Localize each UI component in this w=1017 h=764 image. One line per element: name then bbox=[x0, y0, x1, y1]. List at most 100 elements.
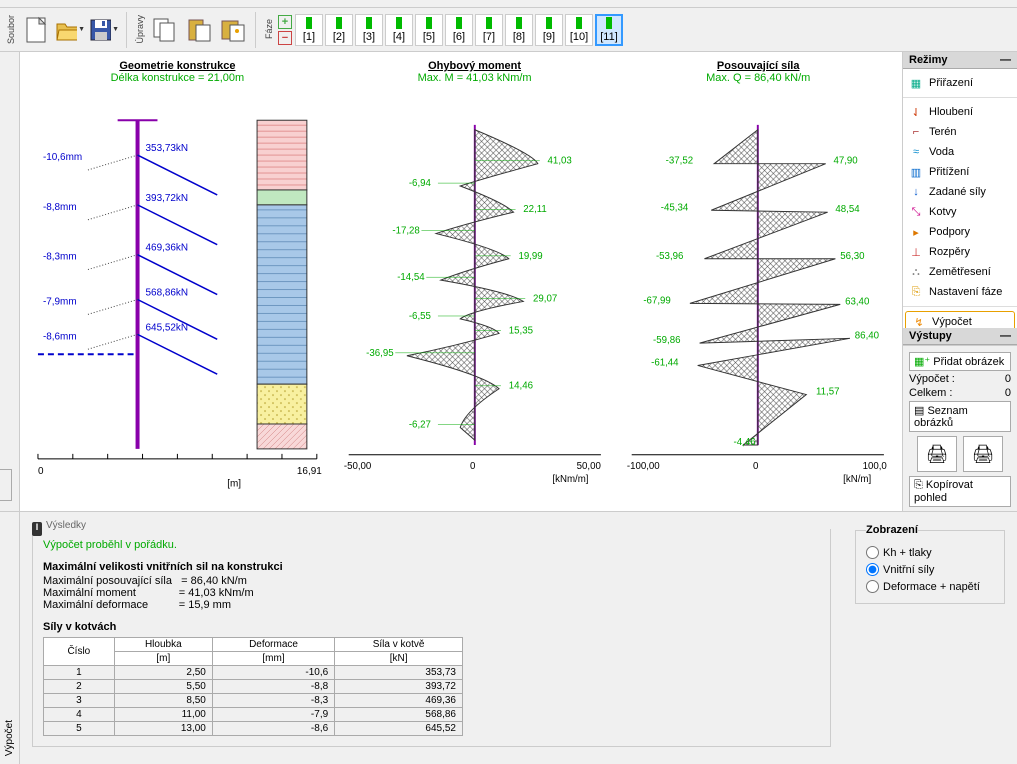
svg-text:50,00: 50,00 bbox=[576, 461, 601, 472]
mode-label: Přitížení bbox=[929, 166, 969, 178]
new-file-icon[interactable] bbox=[20, 14, 52, 46]
mode-label: Přiřazení bbox=[929, 77, 973, 89]
outputs-panel: ▦⁺ Přidat obrázek Výpočet :0 Celkem :0 ▤… bbox=[903, 345, 1017, 511]
save-file-icon[interactable]: ▼ bbox=[88, 14, 120, 46]
results-panel: IVýsledky Výpočet proběhl v pořádku. Max… bbox=[20, 512, 1017, 764]
moment-value: 41,03 bbox=[547, 156, 571, 167]
display-panel: Zobrazení Kh + tlaky Vnitřní síly Deform… bbox=[855, 520, 1005, 756]
phase-tab[interactable]: [10] bbox=[565, 14, 593, 46]
mode-icon: ▸ bbox=[909, 225, 923, 239]
svg-text:393,72kN: 393,72kN bbox=[146, 193, 189, 204]
geom-title: Geometrie konstrukce bbox=[119, 60, 235, 72]
svg-text:-7,9mm: -7,9mm bbox=[43, 296, 77, 307]
phase-tab[interactable]: [5] bbox=[415, 14, 443, 46]
mode-item[interactable]: ↓ Zadané síly bbox=[903, 182, 1017, 202]
mode-item[interactable]: ⛬Zemětřesení bbox=[903, 262, 1017, 282]
shear-value: -4,46 bbox=[734, 437, 756, 448]
menubar bbox=[0, 0, 1017, 8]
phase-tab[interactable]: [11] bbox=[595, 14, 623, 46]
svg-text:[m]: [m] bbox=[227, 479, 241, 490]
minimize-icon[interactable]: — bbox=[1000, 330, 1011, 342]
shear-value: -45,34 bbox=[661, 202, 689, 213]
phase-tab[interactable]: [4] bbox=[385, 14, 413, 46]
toolbar-group-faze: Fáze bbox=[262, 19, 276, 39]
phase-tab[interactable]: [7] bbox=[475, 14, 503, 46]
svg-text:[kNm/m]: [kNm/m] bbox=[552, 474, 588, 485]
output-celkem-label: Celkem : bbox=[909, 387, 952, 399]
svg-text:0: 0 bbox=[38, 466, 44, 477]
phase-tab[interactable]: [3] bbox=[355, 14, 383, 46]
table-row: 411,00-7,9568,86 bbox=[44, 708, 463, 722]
print-button-1[interactable]: 🖨 bbox=[917, 436, 957, 472]
moment-title: Ohybový moment bbox=[428, 60, 521, 72]
paste-icon[interactable] bbox=[183, 14, 215, 46]
info-icon: I bbox=[32, 522, 42, 536]
mode-label: Zadané síly bbox=[929, 186, 986, 198]
mode-icon: ⇃ bbox=[909, 105, 923, 119]
geom-sub: Délka konstrukce = 21,00m bbox=[111, 72, 245, 84]
outputs-header: Výstupy— bbox=[903, 328, 1017, 345]
mode-icon: ⌐ bbox=[909, 125, 923, 139]
add-image-button[interactable]: ▦⁺ Přidat obrázek bbox=[909, 352, 1011, 371]
toolbar-group-upravy: Úpravy bbox=[133, 15, 147, 44]
phase-tab[interactable]: [1] bbox=[295, 14, 323, 46]
mode-label: Rozpěry bbox=[929, 246, 970, 258]
copy-icon[interactable] bbox=[149, 14, 181, 46]
mode-item[interactable]: ▥ Přitížení bbox=[903, 162, 1017, 182]
mode-icon: ▥ bbox=[909, 165, 923, 179]
print-button-2[interactable]: 🖨 bbox=[963, 436, 1003, 472]
shear-value: 86,40 bbox=[855, 330, 880, 341]
phase-tab[interactable]: [9] bbox=[535, 14, 563, 46]
toolbar-group-soubor: Soubor bbox=[4, 15, 18, 44]
shear-value: 63,40 bbox=[845, 296, 870, 307]
svg-text:[kN/m]: [kN/m] bbox=[844, 474, 872, 485]
phase-tab[interactable]: [8] bbox=[505, 14, 533, 46]
mode-item[interactable]: ⌐Terén bbox=[903, 122, 1017, 142]
remove-phase-button[interactable]: − bbox=[278, 31, 292, 45]
shear-value: -53,96 bbox=[656, 251, 683, 262]
bottom-tab[interactable]: Výpočet bbox=[0, 512, 20, 764]
copy-image-icon[interactable] bbox=[217, 14, 249, 46]
left-rail bbox=[0, 52, 20, 511]
add-phase-button[interactable]: + bbox=[278, 15, 292, 29]
geom-svg: -10,6mm353,73kN-8,8mm393,72kN-8,3mm469,3… bbox=[28, 88, 327, 511]
mode-item[interactable]: ⇃Hloubení bbox=[903, 102, 1017, 122]
phase-tab[interactable]: [6] bbox=[445, 14, 473, 46]
radio-kh[interactable]: Kh + tlaky bbox=[866, 546, 994, 559]
moment-value: 19,99 bbox=[518, 251, 542, 262]
mode-item[interactable]: ▦Přiřazení bbox=[903, 73, 1017, 93]
output-celkem-value: 0 bbox=[1005, 387, 1011, 399]
phase-tab[interactable]: [2] bbox=[325, 14, 353, 46]
svg-text:-8,8mm: -8,8mm bbox=[43, 202, 77, 213]
table-row: 12,50-10,6353,73 bbox=[44, 666, 463, 680]
panel-moment: Ohybový moment Max. M = 41,03 kNm/m 41,0… bbox=[339, 60, 611, 511]
mode-icon: ≈ bbox=[909, 145, 923, 159]
gear-icon[interactable]: ⚙ bbox=[0, 469, 12, 501]
mode-item[interactable]: ▸Podpory bbox=[903, 222, 1017, 242]
copy-view-button[interactable]: ⎘ Kopírovat pohled bbox=[909, 476, 1011, 507]
mode-item[interactable]: ⎘Nastavení fáze bbox=[903, 282, 1017, 302]
svg-text:0: 0 bbox=[470, 461, 476, 472]
svg-text:353,73kN: 353,73kN bbox=[146, 143, 189, 154]
mode-icon: ⤡ bbox=[909, 205, 923, 219]
results-max-heading: Maximální velikosti vnitřních sil na kon… bbox=[43, 561, 820, 573]
mode-label: Voda bbox=[929, 146, 954, 158]
shear-value: 48,54 bbox=[836, 204, 861, 215]
minimize-icon[interactable]: — bbox=[1000, 54, 1011, 66]
phase-add-remove: + − bbox=[278, 15, 292, 45]
open-file-icon[interactable]: ▼ bbox=[54, 14, 86, 46]
image-list-button[interactable]: ▤ Seznam obrázků bbox=[909, 401, 1011, 432]
mode-item[interactable]: ⊥Rozpěry bbox=[903, 242, 1017, 262]
status-ok: Výpočet proběhl v pořádku. bbox=[43, 539, 820, 551]
mode-item[interactable]: ≈ Voda bbox=[903, 142, 1017, 162]
shear-value: -59,86 bbox=[653, 335, 680, 346]
moment-value: -6,27 bbox=[409, 420, 431, 431]
radio-internal[interactable]: Vnitřní síly bbox=[866, 563, 994, 576]
mode-icon: ↓ bbox=[909, 185, 923, 199]
mode-label: Zemětřesení bbox=[929, 266, 991, 278]
anchor-table: ČísloHloubkaDeformaceSíla v kotvě [m][mm… bbox=[43, 637, 463, 736]
mode-item[interactable]: ⤡Kotvy bbox=[903, 202, 1017, 222]
moment-value: -6,55 bbox=[409, 311, 431, 322]
radio-deform[interactable]: Deformace + napětí bbox=[866, 580, 994, 593]
mode-item[interactable]: ↯Výpočet bbox=[905, 311, 1015, 328]
